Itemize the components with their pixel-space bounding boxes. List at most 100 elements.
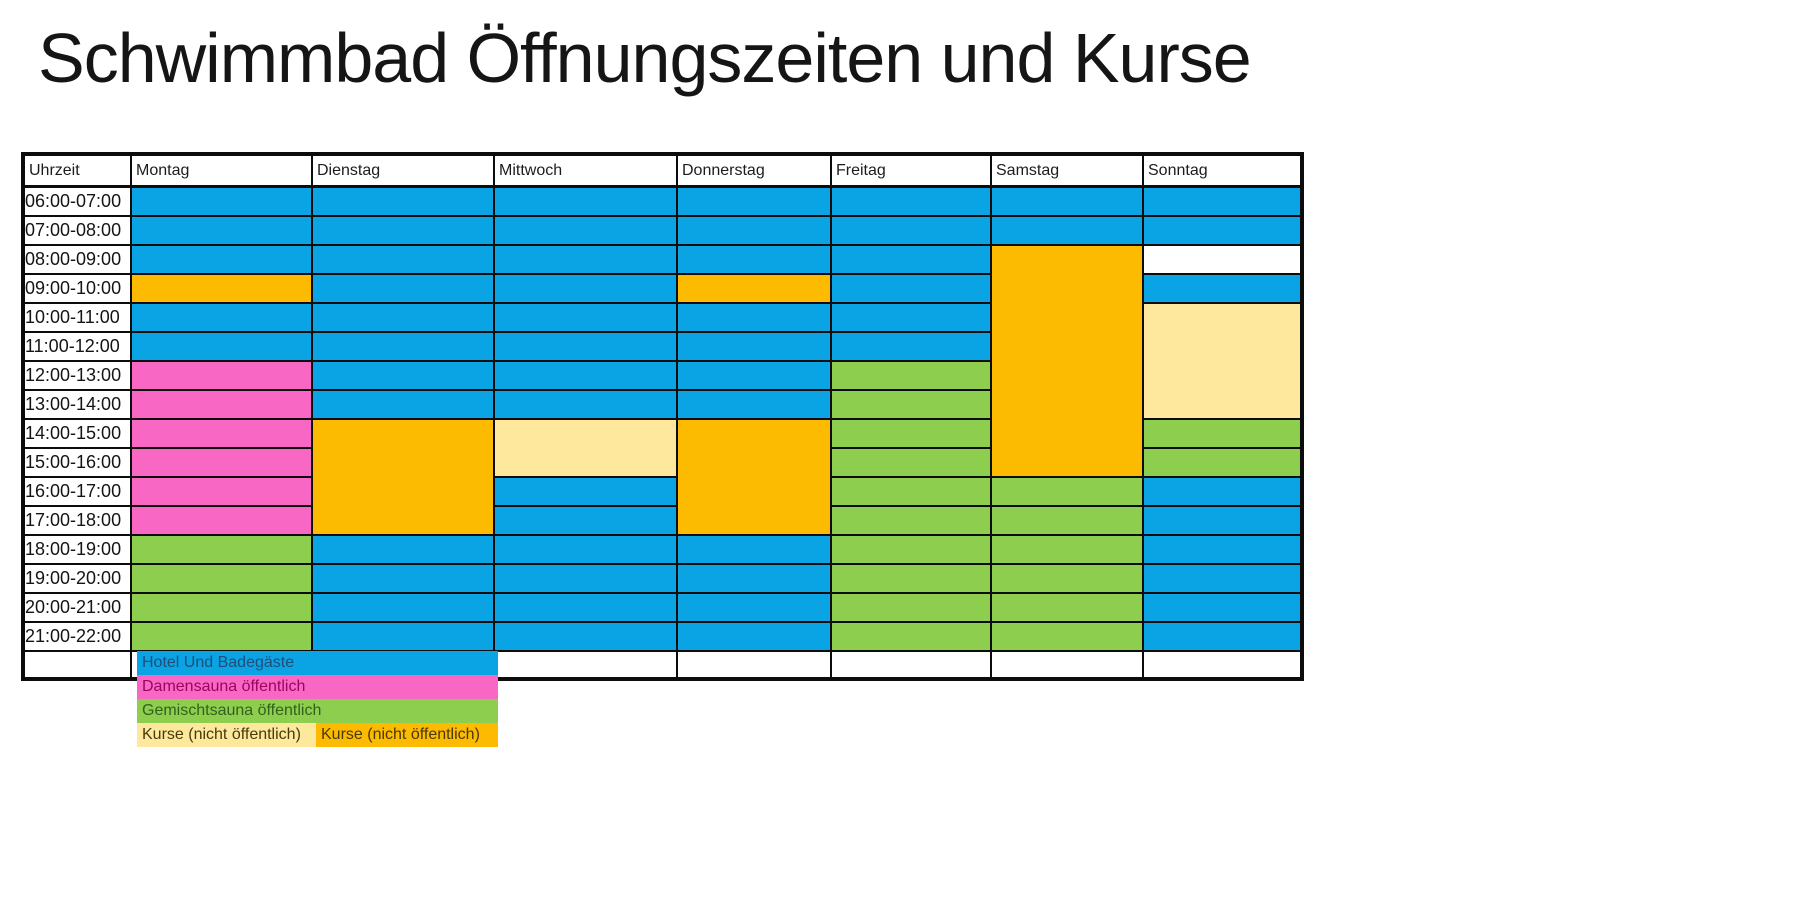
schedule-cell — [830, 447, 992, 478]
schedule-cell — [493, 244, 678, 275]
schedule-cell — [830, 389, 992, 420]
schedule-cell — [990, 215, 1144, 246]
time-cell: 09:00-10:00 — [22, 273, 132, 304]
schedule-cell — [830, 476, 992, 507]
schedule-cell — [676, 534, 832, 565]
schedule-cell — [130, 185, 313, 217]
schedule-cell — [676, 215, 832, 246]
schedule-cell — [676, 360, 832, 391]
schedule-cell — [493, 621, 678, 652]
schedule-cell — [1142, 563, 1303, 594]
schedule-row: 20:00-21:00 — [22, 592, 1303, 623]
schedule-row: 14:00-15:00 — [22, 418, 1303, 536]
schedule-row: 21:00-22:00 — [22, 621, 1303, 652]
schedule-cell — [830, 244, 992, 275]
schedule-cell — [311, 534, 495, 565]
schedule-cell — [1142, 534, 1303, 565]
column-header: Sonntag — [1142, 153, 1303, 188]
schedule-cell — [830, 185, 992, 217]
time-cell: 06:00-07:00 — [22, 185, 132, 217]
schedule-cell — [676, 273, 832, 304]
schedule-cell — [493, 650, 678, 680]
schedule-cell — [1142, 273, 1303, 304]
schedule-row: 11:00-12:00 — [22, 331, 1302, 362]
schedule-cell — [130, 418, 313, 449]
schedule-cell — [1142, 592, 1303, 623]
schedule-cell — [830, 621, 992, 652]
schedule-cell — [493, 534, 678, 565]
schedule-cell — [130, 215, 313, 246]
schedule-cell — [676, 563, 832, 594]
time-cell — [22, 650, 132, 680]
schedule-cell — [493, 592, 678, 623]
schedule-row: 12:00-13:00 — [22, 360, 1302, 391]
time-cell: 20:00-21:00 — [22, 592, 132, 623]
schedule-cell — [130, 621, 313, 652]
schedule-cell — [990, 505, 1144, 536]
time-cell: 15:00-16:00 — [22, 447, 132, 478]
time-cell: 19:00-20:00 — [22, 563, 132, 594]
schedule-row: 07:00-08:00 — [22, 215, 1303, 246]
schedule-cell — [676, 650, 832, 680]
schedule-cell — [493, 302, 678, 333]
schedule-cell — [990, 244, 1144, 478]
schedule-cell — [130, 447, 313, 478]
legend: Hotel Und Badegäste Damensauna öffentlich… — [137, 651, 498, 747]
schedule-cell — [676, 592, 832, 623]
schedule-cell — [311, 360, 495, 391]
schedule-cell — [311, 215, 495, 246]
schedule-cell — [830, 302, 992, 333]
time-cell: 21:00-22:00 — [22, 621, 132, 652]
time-cell: 17:00-18:00 — [22, 505, 132, 536]
schedule-cell — [990, 185, 1144, 217]
schedule-cell — [311, 273, 495, 304]
schedule-cell — [830, 650, 992, 680]
schedule-cell — [493, 505, 678, 536]
schedule-row: 15:00-16:00 — [22, 447, 1303, 478]
schedule-cell — [676, 302, 832, 333]
schedule-cell — [830, 592, 992, 623]
time-cell: 08:00-09:00 — [22, 244, 132, 275]
schedule-cell — [676, 244, 832, 275]
schedule-row: 08:00-09:00 — [22, 244, 1302, 478]
schedule-cell — [493, 215, 678, 246]
schedule-cell — [311, 592, 495, 623]
schedule-cell — [676, 621, 832, 652]
schedule-cell — [676, 389, 832, 420]
schedule-table: Uhrzeit Montag Dienstag Mittwoch Donnerstag F… — [21, 152, 1304, 681]
schedule-cell — [493, 563, 678, 594]
schedule-cell — [130, 244, 313, 275]
legend-row: Damensauna öffentlich — [137, 675, 498, 699]
schedule-cell — [311, 389, 495, 420]
schedule-cell — [130, 331, 313, 362]
schedule-row: 16:00-17:00 — [22, 476, 1303, 507]
schedule-cell — [130, 505, 313, 536]
schedule-cell — [1142, 215, 1303, 246]
schedule-row: 19:00-20:00 — [22, 563, 1303, 594]
schedule-cell — [493, 418, 678, 478]
schedule-cell — [311, 185, 495, 217]
legend-item: Damensauna öffentlich — [137, 675, 498, 699]
legend-row: Hotel Und Badegäste — [137, 651, 498, 675]
schedule-cell — [130, 534, 313, 565]
page-title: Schwimmbad Öffnungszeiten und Kurse — [38, 19, 1252, 97]
schedule-cell — [1142, 505, 1303, 536]
schedule-cell — [830, 418, 992, 449]
legend-item: Kurse (nicht öffentlich) — [316, 723, 498, 747]
legend-row: Kurse (nicht öffentlich) Kurse (nicht öff… — [137, 723, 498, 747]
schedule-row: 10:00-11:00 — [22, 302, 1303, 420]
schedule-header: Uhrzeit Montag Dienstag Mittwoch Donnerstag F… — [22, 153, 1303, 188]
column-header: Uhrzeit — [22, 153, 132, 188]
schedule-row: 09:00-10:00 — [22, 273, 1303, 304]
schedule-cell — [990, 476, 1144, 507]
schedule-row: 06:00-07:00 — [22, 185, 1303, 217]
time-cell: 12:00-13:00 — [22, 360, 132, 391]
schedule-cell — [830, 273, 992, 304]
schedule-cell — [311, 331, 495, 362]
schedule-cell — [830, 505, 992, 536]
schedule-cell — [1142, 447, 1303, 478]
schedule-cell — [130, 592, 313, 623]
schedule-cell — [311, 621, 495, 652]
schedule-cell — [311, 244, 495, 275]
